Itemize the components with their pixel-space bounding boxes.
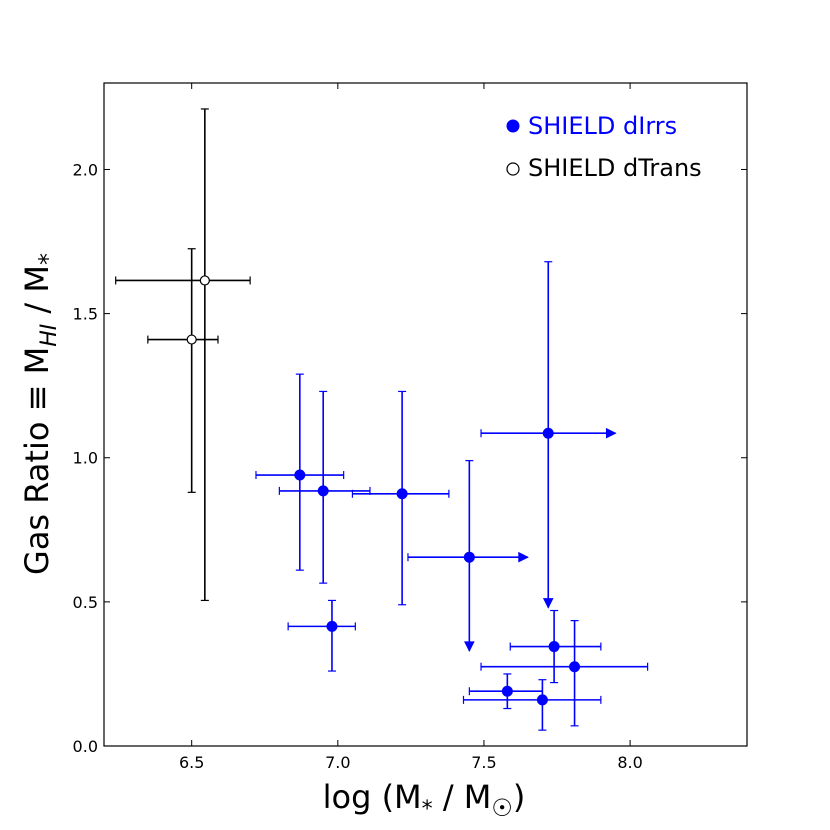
series-shield-dirrs [255,261,649,731]
y-tick-label: 2.0 [73,160,98,179]
x-tick-label: 7.0 [325,753,350,772]
data-point [542,427,554,439]
legend-marker-dirrs [506,119,520,133]
data-point [199,275,210,286]
plot-area [115,108,649,731]
upper-limit-arrow-x [518,551,529,563]
data-point [569,661,581,673]
x-tick-label: 7.5 [471,753,496,772]
data-point [186,334,197,345]
data-point [463,551,475,563]
x-tick-label: 8.0 [617,753,642,772]
data-point [548,641,560,653]
legend-marker-dtrans [506,162,520,176]
data-point [294,469,306,481]
y-tick-label: 1.0 [73,449,98,468]
legend-label-dirrs: SHIELD dIrrs [528,112,677,140]
upper-limit-arrow-x [605,427,617,439]
legend: SHIELD dIrrs SHIELD dTrans [506,112,702,182]
data-point [317,485,329,497]
x-axis-title: log (M* / M☉) [323,778,526,822]
y-tick-label: 0.5 [73,593,98,612]
axes: 6.5 7.0 7.5 8.0 0.0 0.5 1.0 1.5 2.0 [73,82,748,772]
y-tick-label: 1.5 [73,305,98,324]
series-shield-dtrans [115,108,251,602]
data-point [326,620,338,632]
y-tick-label: 0.0 [73,737,98,756]
y-axis-title: Gas Ratio ≡ MHI / M* [18,253,62,575]
data-point [396,488,408,500]
upper-limit-arrow-y [542,598,554,609]
plot-frame [103,82,748,747]
data-point [501,685,513,697]
legend-label-dtrans: SHIELD dTrans [528,154,702,182]
data-point [536,694,548,706]
x-tick-label: 6.5 [179,753,204,772]
upper-limit-arrow-y [464,641,475,652]
